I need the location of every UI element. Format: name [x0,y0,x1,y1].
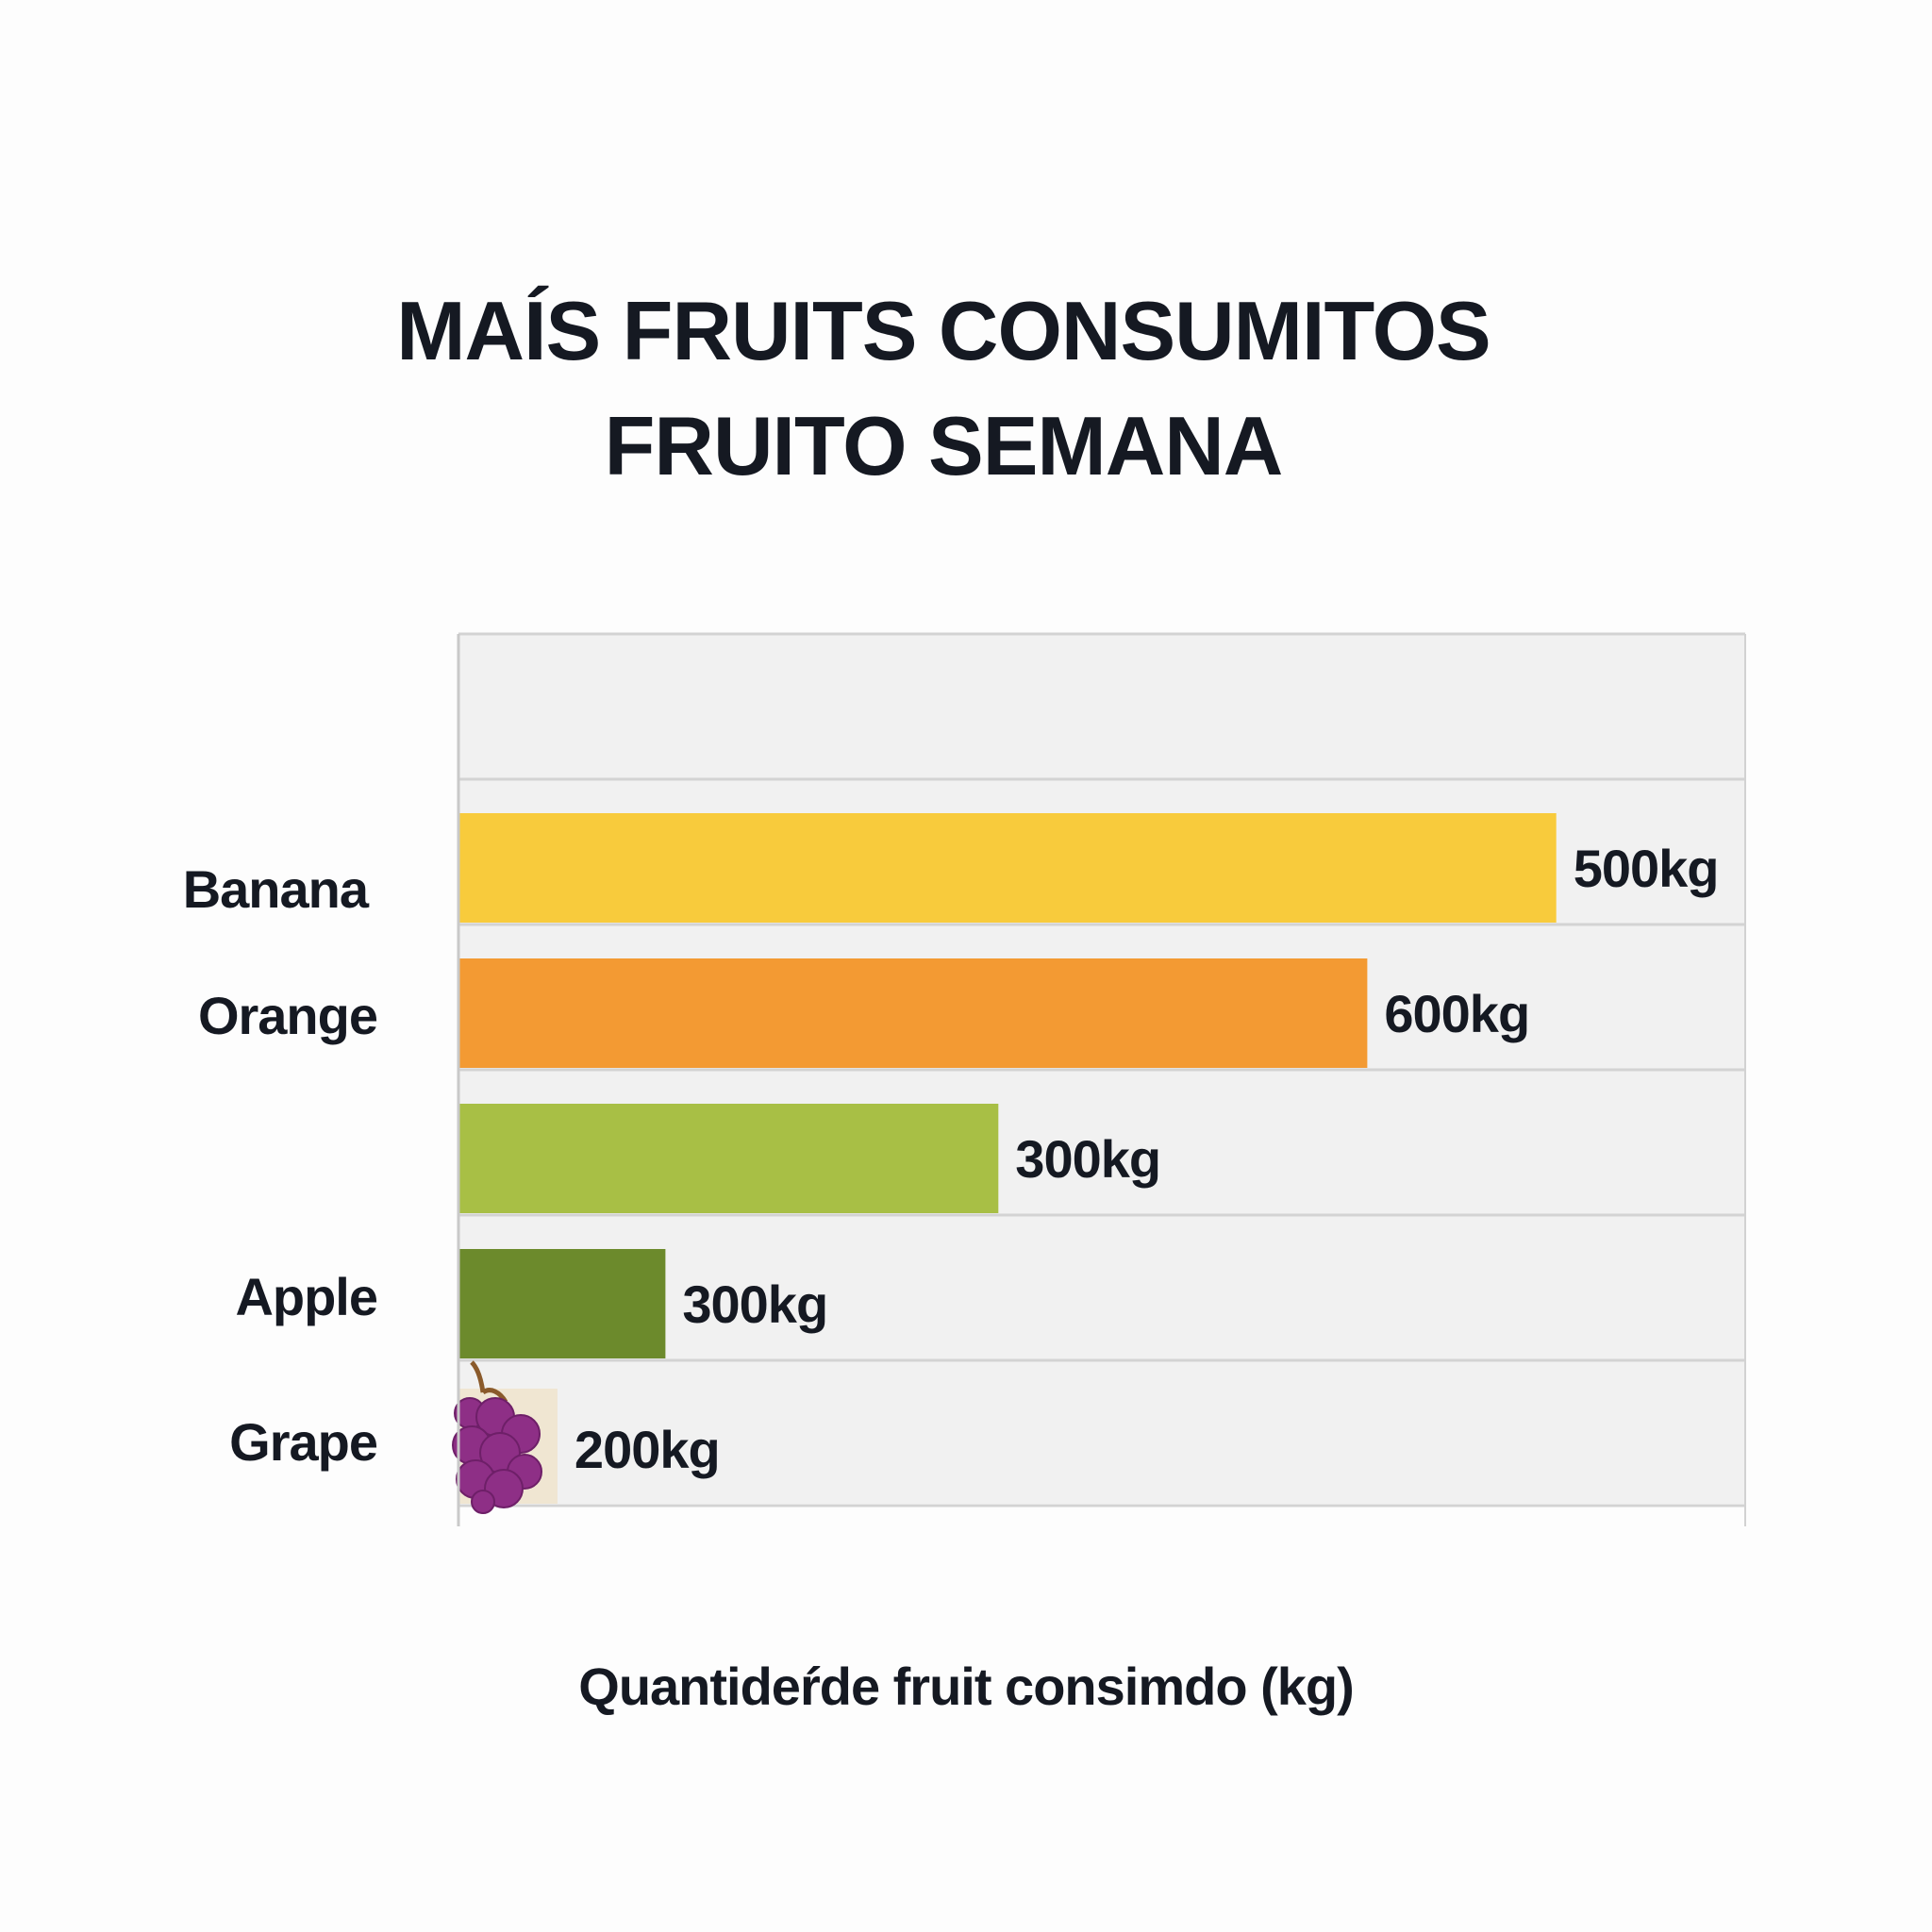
value-label-banana: 500kg [1574,839,1719,898]
category-labels: Banana Orange Apple Grape [183,859,378,1472]
value-label-apple: 300kg [682,1274,827,1334]
category-label-banana: Banana [183,859,370,919]
bars [452,813,1557,1514]
bar-apple [458,1249,666,1358]
category-label-orange: Orange [198,986,377,1045]
chart-title-line-1: MAÍS FRUITS CONSUMITOS [396,284,1491,377]
chart-title-line-2: FRUITO SEMANA [604,399,1284,492]
bar-grape [452,1360,558,1514]
value-label-orange: 600kg [1384,984,1529,1043]
category-label-grape: Grape [229,1412,377,1472]
gridlines [458,632,1745,1507]
x-axis-label: Quantideŕde fruit consimdo (kg) [578,1657,1354,1716]
bar-category-3 [458,1104,999,1213]
value-label-category-3: 300kg [1015,1129,1160,1189]
value-labels: 500kg 600kg 300kg 300kg 200kg [575,839,1720,1479]
bar-orange [458,958,1368,1068]
bar-banana [458,813,1557,923]
category-label-apple: Apple [235,1267,377,1326]
chart-title: MAÍS FRUITS CONSUMITOS FRUITO SEMANA [0,274,1887,504]
grapes-icon [452,1360,542,1514]
value-label-grape: 200kg [575,1420,720,1479]
